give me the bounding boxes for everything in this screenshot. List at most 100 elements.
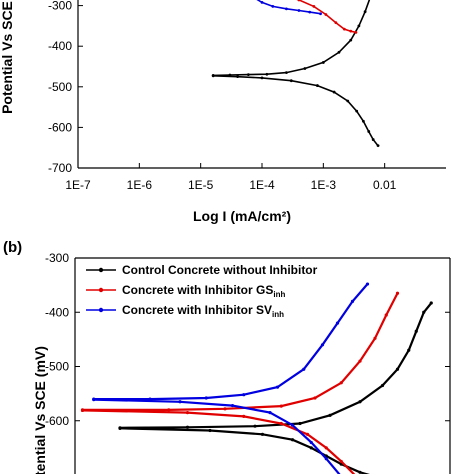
panel-a-data-point — [371, 138, 375, 141]
panel-b-y-tick-label: -500 — [45, 360, 69, 374]
panel-a: 1E-7 1E-6 1E-5 1E-4 1E-3 0.01 -300 -400 -500 -600… — [0, 0, 446, 224]
panel-a-x-axis-label: Log I (mA/cm²) — [193, 208, 291, 224]
panel-b-data-point — [429, 301, 433, 305]
panel-a-x-tick-label: 1E-5 — [188, 178, 214, 192]
panel-b-data-point — [384, 313, 388, 317]
panel-b-data-point — [92, 397, 96, 402]
panel-b-data-point — [80, 408, 85, 413]
panel-b-data-point — [395, 367, 400, 371]
panel-b-label: (b) — [3, 239, 22, 256]
panel-a-data-point — [303, 67, 307, 70]
panel-b-data-point — [185, 411, 190, 415]
panel-b-data-point — [268, 411, 272, 415]
panel-a-data-point — [334, 21, 338, 25]
panel-a-data-point — [367, 130, 371, 133]
panel-b-y-tick-label: -300 — [45, 251, 69, 265]
panel-a-y-tick-label: -500 — [48, 80, 72, 94]
panel-b-series-line-0 — [119, 302, 433, 429]
panel-a-data-point — [354, 30, 358, 34]
panel-b-data-point — [253, 424, 257, 428]
panel-b-data-point — [118, 426, 122, 430]
panel-a-data-point — [297, 0, 301, 2]
panel-b-data-point — [358, 359, 362, 363]
panel-a-data-point — [236, 75, 239, 79]
panel-a-x-tick-label: 0.01 — [373, 178, 397, 192]
panel-b-data-point — [242, 414, 246, 419]
panel-b-series-line-1 — [119, 427, 370, 474]
panel-a-data-point — [289, 79, 293, 83]
panel-b-data-point — [328, 413, 332, 417]
panel-a-data-point — [265, 72, 269, 76]
panel-a-data-point — [321, 61, 325, 64]
panel-b-data-point — [208, 428, 212, 433]
panel-b-legend-subscript: inh — [273, 290, 285, 299]
panel-b-data-point — [290, 423, 295, 427]
panel-a-data-point — [324, 13, 328, 16]
panel-b-data-point — [167, 408, 171, 412]
panel-b-data-point — [414, 329, 418, 333]
panel-b-y-tick-label: -600 — [45, 414, 69, 428]
panel-b-data-point — [309, 440, 313, 445]
panel-a-data-point — [315, 84, 319, 87]
panel-b-data-point — [260, 432, 265, 436]
panel-b-data-point — [305, 432, 310, 436]
panel-b-series-line-3 — [82, 409, 356, 474]
panel-b-data-point — [313, 396, 317, 400]
panel-a-data-point — [211, 74, 215, 78]
panel-a-series-line-3 — [256, 0, 321, 15]
panel-a-series-line-2 — [296, 0, 357, 34]
panel-b-legend-marker — [98, 307, 104, 313]
panel-a-data-point — [355, 109, 359, 113]
panel-a-data-point — [319, 12, 322, 16]
panel-b-data-point — [275, 385, 280, 389]
panel-a-data-point — [260, 0, 264, 4]
panel-a-y-tick-label: -700 — [48, 161, 72, 175]
panel-a-data-point — [361, 119, 365, 123]
panel-b-legend-marker — [98, 267, 104, 273]
panel-a-data-point — [376, 144, 380, 148]
panel-b-data-point — [395, 291, 400, 295]
panel-a-data-point — [357, 24, 361, 28]
panel-b-data-point — [298, 421, 302, 426]
panel-b-data-point — [290, 438, 295, 442]
panel-b-y-axis-label: Potential Vs SCE (mV) — [32, 346, 48, 474]
panel-b-series-line-4 — [93, 283, 369, 401]
panel-a-series-line-1 — [213, 75, 379, 147]
panel-a-data-point — [246, 73, 250, 77]
panel-b-legend-subscript: inh — [272, 310, 284, 319]
panel-b-data-point — [223, 407, 227, 411]
panel-b-data-point — [407, 348, 411, 352]
panel-b-data-point — [335, 321, 340, 325]
panel-a-y-tick-label: -400 — [48, 39, 72, 53]
panel-a-y-tick-label: -600 — [48, 120, 72, 134]
panel-b-data-point — [339, 381, 343, 385]
panel-b-data-point — [320, 343, 325, 347]
panel-b-y-tick-label: -400 — [45, 305, 69, 319]
panel-a-data-point — [260, 76, 264, 80]
panel-b-data-point — [178, 400, 182, 404]
panel-b-data-point — [358, 470, 362, 474]
panel-b-data-point — [230, 403, 235, 408]
panel-a-data-point — [285, 7, 288, 11]
panel-a-series-line-0 — [213, 0, 371, 77]
panel-b-data-point — [148, 397, 152, 401]
panel-b-data-point — [350, 299, 355, 303]
panel-a-data-point — [271, 5, 275, 8]
panel-a-data-point — [363, 10, 367, 14]
panel-a-x-tick-label: 1E-3 — [311, 178, 337, 192]
panel-b-legend-label: Concrete with Inhibitor GSinh — [122, 283, 285, 299]
panel-a-x-tick-label: 1E-6 — [127, 178, 153, 192]
panel-b-series-line-2 — [82, 292, 399, 411]
panel-b-series-line-5 — [93, 398, 341, 474]
panel-b-data-point — [279, 421, 283, 426]
panel-b-data-point — [373, 336, 377, 340]
panel-b-data-point — [324, 446, 328, 450]
panel-a-data-point — [285, 71, 288, 74]
panel-a-x-tick-label: 1E-4 — [249, 178, 275, 192]
panel-b-legend-label: Control Concrete without Inhibitor — [122, 263, 318, 277]
panel-a-x-tick-label: 1E-7 — [65, 178, 91, 192]
panel-b-data-point — [339, 459, 343, 464]
panel-a-data-point — [332, 90, 336, 94]
